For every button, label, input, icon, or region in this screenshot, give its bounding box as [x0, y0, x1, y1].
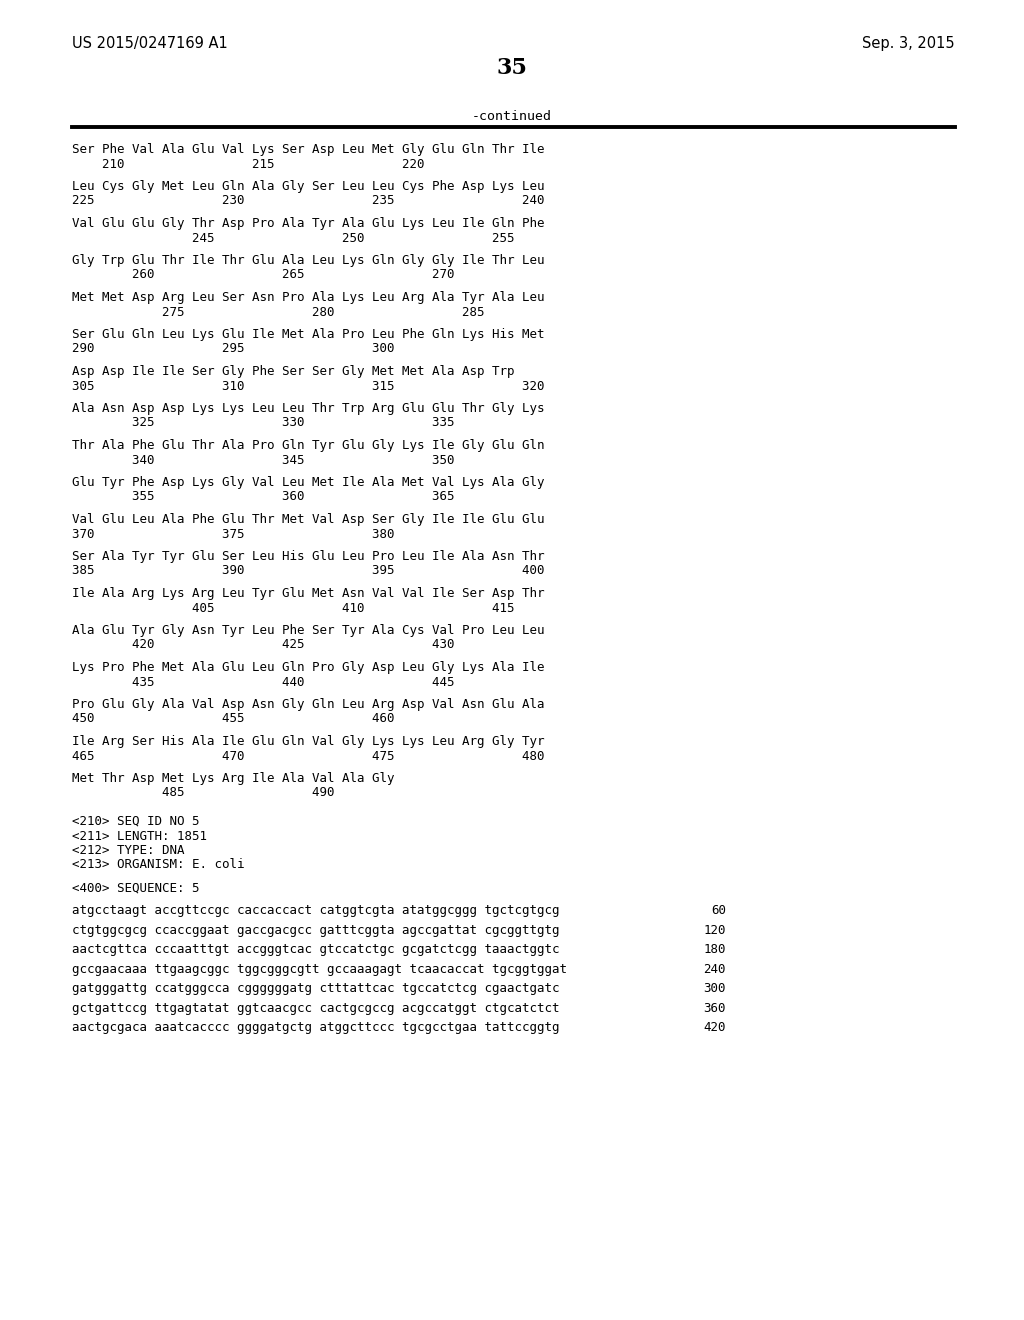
Text: atgcctaagt accgttccgc caccaccact catggtcgta atatggcggg tgctcgtgcg: atgcctaagt accgttccgc caccaccact catggtc… [72, 904, 559, 917]
Text: Val Glu Glu Gly Thr Asp Pro Ala Tyr Ala Glu Lys Leu Ile Gln Phe: Val Glu Glu Gly Thr Asp Pro Ala Tyr Ala … [72, 216, 545, 230]
Text: Glu Tyr Phe Asp Lys Gly Val Leu Met Ile Ala Met Val Lys Ala Gly: Glu Tyr Phe Asp Lys Gly Val Leu Met Ile … [72, 477, 545, 488]
Text: Ile Arg Ser His Ala Ile Glu Gln Val Gly Lys Lys Leu Arg Gly Tyr: Ile Arg Ser His Ala Ile Glu Gln Val Gly … [72, 735, 545, 748]
Text: 35: 35 [497, 57, 527, 79]
Text: 210                 215                 220: 210 215 220 [72, 157, 425, 170]
Text: 360: 360 [703, 1002, 726, 1015]
Text: Sep. 3, 2015: Sep. 3, 2015 [862, 36, 955, 51]
Text: Leu Cys Gly Met Leu Gln Ala Gly Ser Leu Leu Cys Phe Asp Lys Leu: Leu Cys Gly Met Leu Gln Ala Gly Ser Leu … [72, 180, 545, 193]
Text: 370                 375                 380: 370 375 380 [72, 528, 394, 540]
Text: 325                 330                 335: 325 330 335 [72, 417, 455, 429]
Text: Ser Glu Gln Leu Lys Glu Ile Met Ala Pro Leu Phe Gln Lys His Met: Ser Glu Gln Leu Lys Glu Ile Met Ala Pro … [72, 327, 545, 341]
Text: Asp Asp Ile Ile Ser Gly Phe Ser Ser Gly Met Met Ala Asp Trp: Asp Asp Ile Ile Ser Gly Phe Ser Ser Gly … [72, 366, 514, 378]
Text: 385                 390                 395                 400: 385 390 395 400 [72, 565, 545, 578]
Text: 485                 490: 485 490 [72, 787, 335, 800]
Text: gccgaacaaa ttgaagcggc tggcgggcgtt gccaaagagt tcaacaccat tgcggtggat: gccgaacaaa ttgaagcggc tggcgggcgtt gccaaa… [72, 962, 567, 975]
Text: 420: 420 [703, 1022, 726, 1034]
Text: Ala Glu Tyr Gly Asn Tyr Leu Phe Ser Tyr Ala Cys Val Pro Leu Leu: Ala Glu Tyr Gly Asn Tyr Leu Phe Ser Tyr … [72, 624, 545, 638]
Text: ctgtggcgcg ccaccggaat gaccgacgcc gatttcggta agccgattat cgcggttgtg: ctgtggcgcg ccaccggaat gaccgacgcc gatttcg… [72, 924, 559, 937]
Text: 450                 455                 460: 450 455 460 [72, 713, 394, 726]
Text: aactgcgaca aaatcacccc ggggatgctg atggcttccc tgcgcctgaa tattccggtg: aactgcgaca aaatcacccc ggggatgctg atggctt… [72, 1022, 559, 1034]
Text: Pro Glu Gly Ala Val Asp Asn Gly Gln Leu Arg Asp Val Asn Glu Ala: Pro Glu Gly Ala Val Asp Asn Gly Gln Leu … [72, 698, 545, 711]
Text: 300: 300 [703, 982, 726, 995]
Text: gctgattccg ttgagtatat ggtcaacgcc cactgcgccg acgccatggt ctgcatctct: gctgattccg ttgagtatat ggtcaacgcc cactgcg… [72, 1002, 559, 1015]
Text: Ile Ala Arg Lys Arg Leu Tyr Glu Met Asn Val Val Ile Ser Asp Thr: Ile Ala Arg Lys Arg Leu Tyr Glu Met Asn … [72, 587, 545, 601]
Text: <400> SEQUENCE: 5: <400> SEQUENCE: 5 [72, 882, 200, 895]
Text: Ser Phe Val Ala Glu Val Lys Ser Asp Leu Met Gly Glu Gln Thr Ile: Ser Phe Val Ala Glu Val Lys Ser Asp Leu … [72, 143, 545, 156]
Text: Met Thr Asp Met Lys Arg Ile Ala Val Ala Gly: Met Thr Asp Met Lys Arg Ile Ala Val Ala … [72, 772, 394, 785]
Text: 305                 310                 315                 320: 305 310 315 320 [72, 380, 545, 392]
Text: 60: 60 [711, 904, 726, 917]
Text: 340                 345                 350: 340 345 350 [72, 454, 455, 466]
Text: 435                 440                 445: 435 440 445 [72, 676, 455, 689]
Text: Met Met Asp Arg Leu Ser Asn Pro Ala Lys Leu Arg Ala Tyr Ala Leu: Met Met Asp Arg Leu Ser Asn Pro Ala Lys … [72, 290, 545, 304]
Text: 260                 265                 270: 260 265 270 [72, 268, 455, 281]
Text: <210> SEQ ID NO 5: <210> SEQ ID NO 5 [72, 814, 200, 828]
Text: Val Glu Leu Ala Phe Glu Thr Met Val Asp Ser Gly Ile Ile Glu Glu: Val Glu Leu Ala Phe Glu Thr Met Val Asp … [72, 513, 545, 525]
Text: Lys Pro Phe Met Ala Glu Leu Gln Pro Gly Asp Leu Gly Lys Ala Ile: Lys Pro Phe Met Ala Glu Leu Gln Pro Gly … [72, 661, 545, 675]
Text: 225                 230                 235                 240: 225 230 235 240 [72, 194, 545, 207]
Text: Thr Ala Phe Glu Thr Ala Pro Gln Tyr Glu Gly Lys Ile Gly Glu Gln: Thr Ala Phe Glu Thr Ala Pro Gln Tyr Glu … [72, 440, 545, 451]
Text: 355                 360                 365: 355 360 365 [72, 491, 455, 503]
Text: 120: 120 [703, 924, 726, 937]
Text: 180: 180 [703, 944, 726, 956]
Text: 420                 425                 430: 420 425 430 [72, 639, 455, 652]
Text: US 2015/0247169 A1: US 2015/0247169 A1 [72, 36, 227, 51]
Text: aactcgttca cccaatttgt accgggtcac gtccatctgc gcgatctcgg taaactggtc: aactcgttca cccaatttgt accgggtcac gtccatc… [72, 944, 559, 956]
Text: <211> LENGTH: 1851: <211> LENGTH: 1851 [72, 829, 207, 842]
Text: 465                 470                 475                 480: 465 470 475 480 [72, 750, 545, 763]
Text: 290                 295                 300: 290 295 300 [72, 342, 394, 355]
Text: 405                 410                 415: 405 410 415 [72, 602, 514, 615]
Text: Ser Ala Tyr Tyr Glu Ser Leu His Glu Leu Pro Leu Ile Ala Asn Thr: Ser Ala Tyr Tyr Glu Ser Leu His Glu Leu … [72, 550, 545, 564]
Text: 245                 250                 255: 245 250 255 [72, 231, 514, 244]
Text: -continued: -continued [472, 110, 552, 123]
Text: <212> TYPE: DNA: <212> TYPE: DNA [72, 843, 184, 857]
Text: <213> ORGANISM: E. coli: <213> ORGANISM: E. coli [72, 858, 245, 871]
Text: 275                 280                 285: 275 280 285 [72, 305, 484, 318]
Text: 240: 240 [703, 962, 726, 975]
Text: Gly Trp Glu Thr Ile Thr Glu Ala Leu Lys Gln Gly Gly Ile Thr Leu: Gly Trp Glu Thr Ile Thr Glu Ala Leu Lys … [72, 253, 545, 267]
Text: gatgggattg ccatgggcca cggggggatg ctttattcac tgccatctcg cgaactgatc: gatgggattg ccatgggcca cggggggatg ctttatt… [72, 982, 559, 995]
Text: Ala Asn Asp Asp Lys Lys Leu Leu Thr Trp Arg Glu Glu Thr Gly Lys: Ala Asn Asp Asp Lys Lys Leu Leu Thr Trp … [72, 403, 545, 414]
